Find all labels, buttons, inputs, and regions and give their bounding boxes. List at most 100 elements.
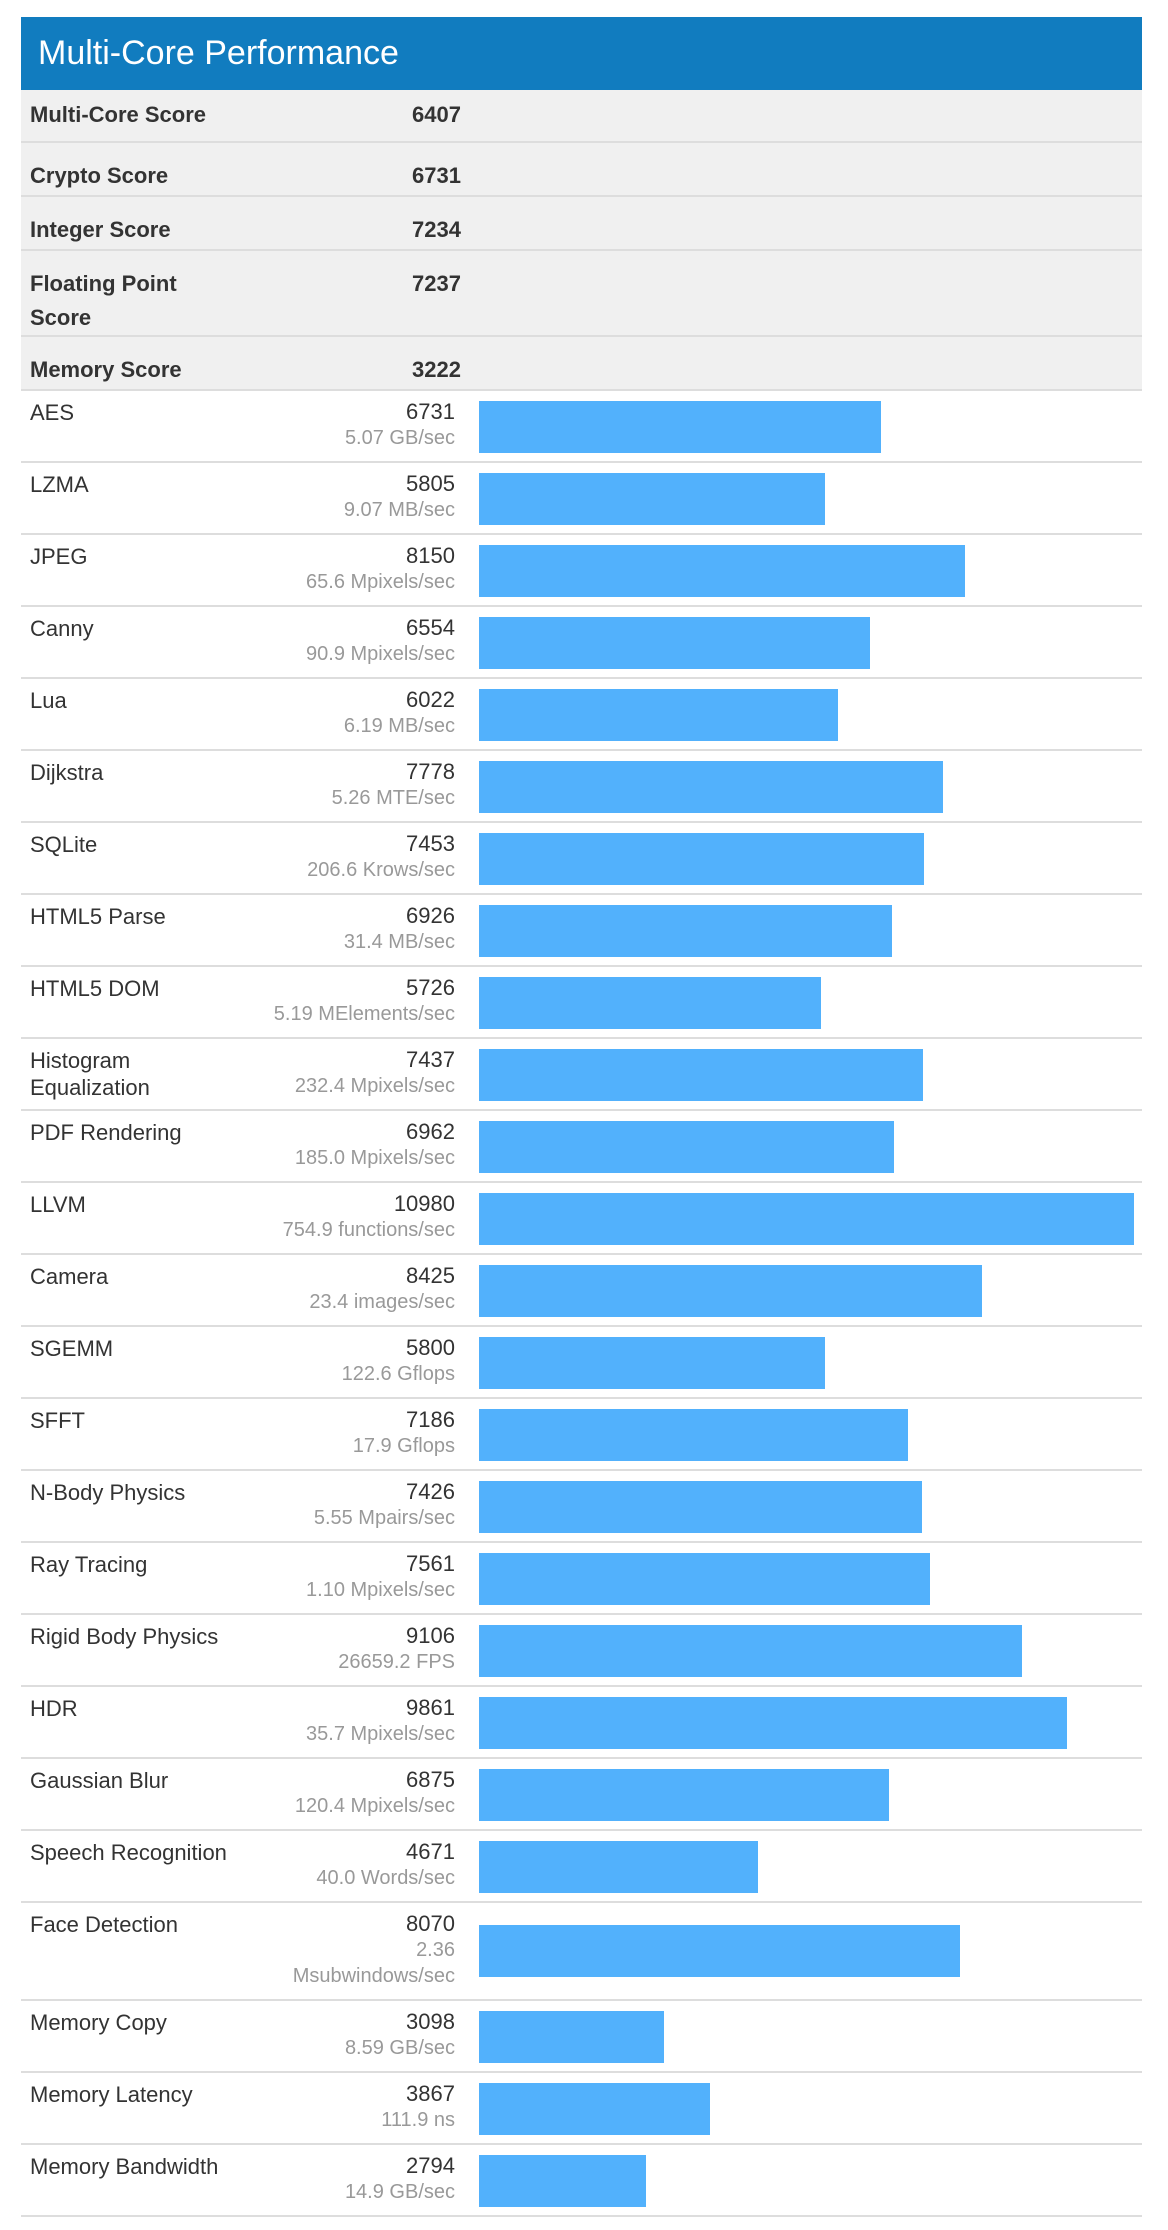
benchmark-row: N-Body Physics 7426 5.55 Mpairs/sec (21, 1471, 1142, 1543)
bar-aes (479, 401, 881, 453)
bar-lzma (479, 473, 825, 525)
benchmark-row: Gaussian Blur 6875 120.4 Mpixels/sec (21, 1759, 1142, 1831)
benchmark-name: LZMA (30, 472, 89, 497)
benchmark-name: SGEMM (30, 1336, 114, 1361)
bar-lua (479, 689, 838, 741)
benchmark-score: 2794 (406, 2153, 455, 2178)
benchmark-unit: 9.07 MB/sec (343, 499, 455, 521)
benchmark-row: Camera 8425 23.4 images/sec (21, 1255, 1142, 1327)
benchmark-row: Speech Recognition 4671 40.0 Words/sec (21, 1831, 1142, 1903)
benchmark-unit: 31.4 MB/sec (343, 931, 455, 953)
benchmark-name: Face Detection (30, 1912, 178, 1937)
bar-llvm (479, 1193, 1134, 1245)
summary-row: Crypto Score 6731 (21, 143, 1142, 197)
bar-dijkstra (479, 761, 943, 813)
bar-n-body-physics (479, 1481, 922, 1533)
benchmark-row: Face Detection 8070 2.36 Msubwindows/sec (21, 1903, 1142, 2001)
summary-score-value: 7234 (412, 217, 461, 242)
benchmark-row: Rigid Body Physics 9106 26659.2 FPS (21, 1615, 1142, 1687)
benchmark-name: SFFT (30, 1408, 85, 1433)
benchmark-row: HDR 9861 35.7 Mpixels/sec (21, 1687, 1142, 1759)
summary-score-name: Floating Point Score (30, 271, 177, 330)
benchmark-row: PDF Rendering 6962 185.0 Mpixels/sec (21, 1111, 1142, 1183)
benchmark-score: 9861 (406, 1695, 455, 1720)
bar-histogram-equalization (479, 1049, 923, 1101)
benchmark-row: Ray Tracing 7561 1.10 Mpixels/sec (21, 1543, 1142, 1615)
benchmark-score: 6022 (406, 687, 455, 712)
benchmark-unit: 40.0 Words/sec (316, 1867, 455, 1889)
benchmark-name: Gaussian Blur (30, 1768, 169, 1793)
bar-pdf-rendering (479, 1121, 894, 1173)
benchmark-unit: 754.9 functions/sec (282, 1219, 455, 1241)
benchmark-score: 5805 (406, 471, 455, 496)
benchmark-score: 7186 (406, 1407, 455, 1432)
bar-face-detection (479, 1925, 960, 1977)
benchmark-row: HTML5 DOM 5726 5.19 MElements/sec (21, 967, 1142, 1039)
benchmark-row: Memory Bandwidth 2794 14.9 GB/sec (21, 2145, 1142, 2217)
benchmark-unit: 111.9 ns (381, 2109, 455, 2131)
benchmark-row: Lua 6022 6.19 MB/sec (21, 679, 1142, 751)
benchmark-unit: 120.4 Mpixels/sec (294, 1795, 455, 1817)
summary-score-value: 6731 (412, 163, 461, 188)
benchmark-name: Memory Copy (30, 2010, 167, 2035)
benchmark-name: Camera (30, 1264, 109, 1289)
bar-gaussian-blur (479, 1769, 889, 1821)
bar-canny (479, 617, 870, 669)
benchmark-row: LZMA 5805 9.07 MB/sec (21, 463, 1142, 535)
benchmark-name: N-Body Physics (30, 1480, 186, 1505)
benchmark-unit: 5.19 MElements/sec (273, 1003, 455, 1025)
benchmark-score: 6962 (406, 1119, 455, 1144)
benchmark-score: 10980 (393, 1191, 455, 1216)
bar-html5-parse (479, 905, 892, 957)
benchmark-score: 6554 (406, 615, 455, 640)
benchmark-name: LLVM (30, 1192, 86, 1217)
benchmark-row: SQLite 7453 206.6 Krows/sec (21, 823, 1142, 895)
benchmark-row: SFFT 7186 17.9 Gflops (21, 1399, 1142, 1471)
benchmark-row: Memory Copy 3098 8.59 GB/sec (21, 2001, 1142, 2073)
benchmark-name: Lua (30, 688, 67, 713)
summary-scores: Multi-Core Score 6407 Crypto Score 6731 Inte… (21, 90, 1142, 391)
benchmark-score: 4671 (406, 1839, 455, 1864)
benchmark-score: 8150 (406, 543, 455, 568)
bar-sfft (479, 1409, 908, 1461)
benchmark-score: 5800 (406, 1335, 455, 1360)
benchmark-row: Histogram Equalization 7437 232.4 Mpixels/… (21, 1039, 1142, 1111)
benchmark-name: PDF Rendering (30, 1120, 182, 1145)
benchmark-score: 6875 (406, 1767, 455, 1792)
benchmark-score: 6926 (406, 903, 455, 928)
summary-row: Floating Point Score 7237 (21, 251, 1142, 337)
benchmark-row: Dijkstra 7778 5.26 MTE/sec (21, 751, 1142, 823)
benchmark-name: Histogram Equalization (30, 1048, 150, 1100)
benchmark-name: HTML5 Parse (30, 904, 166, 929)
benchmark-unit: 1.10 Mpixels/sec (306, 1579, 455, 1601)
benchmark-name: AES (30, 400, 75, 425)
summary-score-value: 7237 (412, 271, 461, 296)
summary-score-name: Memory Score (30, 357, 182, 382)
benchmark-unit: 8.59 GB/sec (344, 2037, 455, 2059)
bar-memory-bandwidth (479, 2155, 646, 2207)
benchmark-name: HTML5 DOM (30, 976, 160, 1001)
benchmark-name: JPEG (30, 544, 88, 569)
bar-sgemm (479, 1337, 825, 1389)
benchmark-score: 3867 (406, 2081, 455, 2106)
benchmark-score: 6731 (406, 399, 455, 424)
benchmark-unit: 90.9 Mpixels/sec (306, 643, 455, 665)
benchmark-name: Memory Bandwidth (30, 2154, 219, 2179)
bar-jpeg (479, 545, 965, 597)
bar-ray-tracing (479, 1553, 930, 1605)
multi-core-panel: Multi-Core Performance Multi-Core Score 6… (21, 17, 1142, 2217)
benchmark-name: SQLite (30, 832, 98, 857)
benchmark-row: AES 6731 5.07 GB/sec (21, 391, 1142, 463)
benchmark-name: HDR (30, 1696, 78, 1721)
benchmark-score: 7426 (406, 1479, 455, 1504)
benchmark-score: 8070 (406, 1911, 455, 1936)
benchmark-row: LLVM 10980 754.9 functions/sec (21, 1183, 1142, 1255)
summary-score-name: Multi-Core Score (30, 102, 207, 127)
benchmark-score: 7778 (406, 759, 455, 784)
benchmark-name: Memory Latency (30, 2082, 193, 2107)
bar-memory-copy (479, 2011, 664, 2063)
benchmark-unit: 6.19 MB/sec (343, 715, 455, 737)
bar-hdr (479, 1697, 1067, 1749)
benchmark-row: Memory Latency 3867 111.9 ns (21, 2073, 1142, 2145)
benchmark-score: 9106 (406, 1623, 455, 1648)
